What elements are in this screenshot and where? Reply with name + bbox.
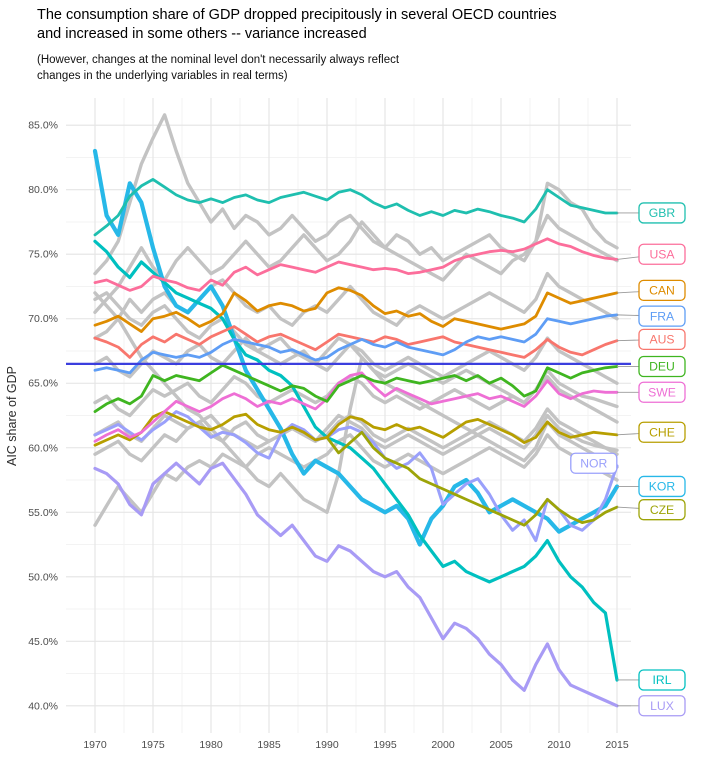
series-line-CZE [325, 430, 619, 527]
x-tick-label: 2010 [547, 739, 571, 751]
y-tick-label: 45.0% [28, 636, 58, 648]
country-label-USA: USA [649, 247, 675, 261]
country-label-box-CZE [638, 499, 686, 521]
series-line-SWE [93, 371, 619, 443]
series-line-LUX [93, 461, 619, 708]
country-label-CZE: CZE [650, 503, 674, 517]
series-line-DEU [93, 363, 619, 413]
chart-subtitle: (However, changes at the nominal level d… [37, 53, 400, 82]
series-line-unlabeled-9 [93, 291, 619, 409]
x-tick-label: 1980 [199, 739, 223, 751]
country-label-CAN: CAN [649, 284, 675, 298]
chart-header: The consumption share of GDP dropped pre… [37, 6, 703, 84]
y-tick-label: 65.0% [28, 378, 58, 390]
series-line-unlabeled-1 [93, 113, 619, 276]
x-tick-label: 1995 [373, 739, 397, 751]
country-label-box-CHE [638, 421, 686, 443]
country-label-box-CAN [638, 279, 686, 302]
country-label-NOR: NOR [580, 456, 607, 470]
series-line-KOR [92, 148, 620, 547]
chart-canvas: KOR IRL LUX NOR CZE CHE SWE DEU AUS FRA CAN USA GBR 4… [5, 98, 686, 751]
series-line-FRA [93, 313, 619, 375]
country-label-box-DEU [638, 355, 686, 378]
y-tick-label: 75.0% [28, 249, 58, 261]
country-label-CHE: CHE [649, 425, 675, 439]
country-label-box-FRA [638, 305, 686, 327]
series-line-NOR [93, 410, 619, 543]
x-tick-label: 1985 [257, 739, 281, 751]
y-tick-label: 60.0% [28, 442, 58, 454]
country-label-FRA: FRA [650, 309, 675, 323]
series-line-AUS [93, 325, 619, 359]
x-tick-label: 2005 [489, 739, 513, 751]
chart-title: The consumption share of GDP dropped pre… [37, 7, 557, 42]
country-label-GBR: GBR [649, 206, 676, 220]
series-line-USA [93, 237, 619, 292]
country-label-box-SWE [638, 381, 686, 403]
x-tick-label: 1970 [83, 739, 107, 751]
country-label-box-NOR [570, 452, 618, 474]
country-label-SWE: SWE [648, 385, 676, 399]
series-line-GBR [93, 178, 619, 237]
series-line-unlabeled-7 [93, 433, 619, 527]
series-line-IRL [93, 239, 619, 682]
x-tick-label: 1990 [315, 739, 339, 751]
country-label-box-LUX [638, 695, 686, 717]
country-label-box-KOR [638, 475, 686, 498]
series-line-CAN [93, 286, 619, 333]
y-tick-label: 85.0% [28, 120, 58, 132]
country-label-LUX: LUX [650, 699, 674, 713]
y-axis-label: AIC share of GDP [5, 366, 19, 466]
x-tick-label: 2000 [431, 739, 455, 751]
country-label-box-GBR [638, 202, 686, 224]
y-tick-label: 70.0% [28, 313, 58, 325]
country-label-box-IRL [638, 669, 686, 691]
x-tick-label: 1975 [141, 739, 165, 751]
country-label-box-AUS [638, 328, 686, 351]
country-label-DEU: DEU [649, 360, 675, 374]
y-tick-label: 40.0% [28, 700, 58, 712]
country-label-IRL: IRL [653, 673, 672, 687]
y-tick-label: 80.0% [28, 184, 58, 196]
y-tick-label: 50.0% [28, 571, 58, 583]
country-label-KOR: KOR [649, 480, 676, 494]
country-label-box-USA [638, 243, 686, 265]
country-label-AUS: AUS [649, 333, 674, 347]
y-tick-label: 55.0% [28, 507, 58, 519]
series-line-CHE [93, 410, 619, 447]
x-tick-label: 2015 [605, 739, 629, 751]
